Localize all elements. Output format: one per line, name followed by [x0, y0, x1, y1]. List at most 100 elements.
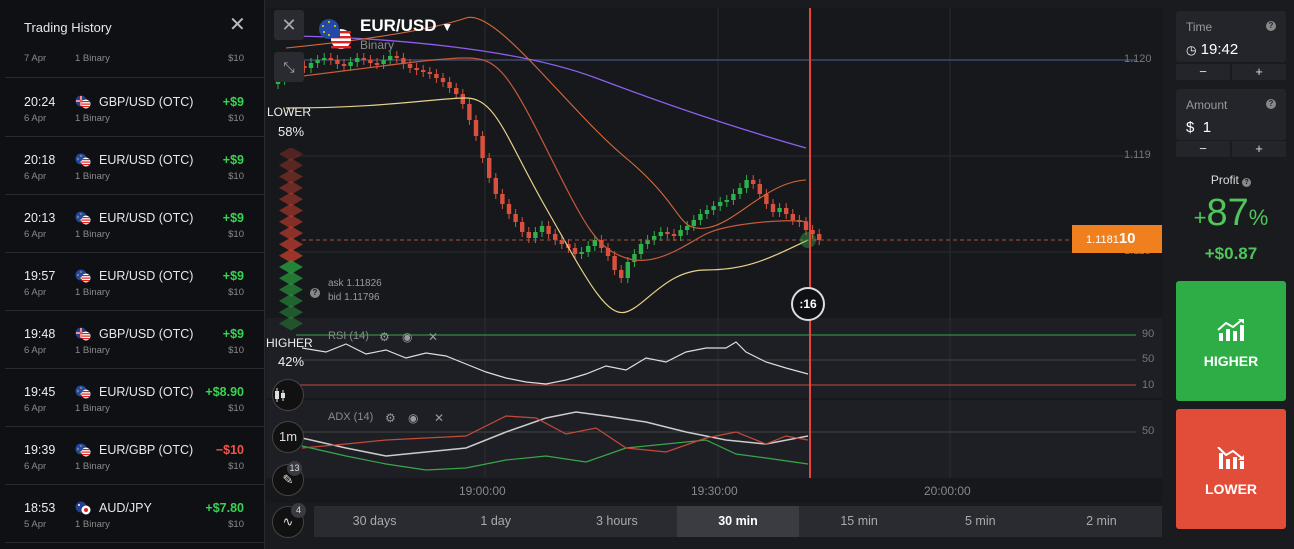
amount-increase-button[interactable]: +	[1232, 141, 1286, 157]
candle-body	[698, 214, 703, 220]
history-row[interactable]: 20:13 6 Apr EUR/USD (OTC) 1 Binary +$9 $10	[5, 195, 264, 253]
uk-us-flag-icon	[75, 327, 91, 341]
time-decrease-button[interactable]: −	[1176, 64, 1230, 80]
trade-result: +$9	[222, 211, 244, 225]
candle-body	[421, 70, 426, 72]
period-option[interactable]: 1 day	[480, 514, 511, 528]
history-row[interactable]: 20:18 6 Apr EUR/USD (OTC) 1 Binary +$9 $10	[5, 137, 264, 195]
candle-body	[605, 248, 611, 256]
rsi-settings-icon[interactable]: ⚙	[379, 330, 390, 344]
history-row[interactable]: 19:45 6 Apr EUR/USD (OTC) 1 Binary +$8.90 $10	[5, 369, 264, 427]
candle-body	[803, 222, 809, 230]
trend-up-icon	[1217, 319, 1244, 341]
candle-body	[652, 236, 657, 240]
time-value[interactable]: ◷ 19:42	[1186, 41, 1239, 58]
eu-us-flag-icon	[75, 443, 91, 457]
candle-body	[632, 254, 637, 262]
higher-button[interactable]: HIGHER	[1176, 281, 1286, 401]
candle-body	[454, 88, 459, 94]
trade-result: +$8.90	[205, 385, 244, 399]
chevron-down-icon: ▼	[441, 20, 454, 34]
rsi-visibility-icon[interactable]: ◉	[402, 330, 413, 344]
trade-date: 6 Apr	[24, 171, 47, 182]
candle-body	[764, 194, 769, 204]
help-icon[interactable]: ?	[1242, 178, 1252, 187]
trade-type: 1 Binary	[75, 113, 110, 124]
current-price-tag: 1.118110	[1072, 225, 1162, 253]
candle-body	[487, 158, 492, 178]
timeframe-button[interactable]: 1m	[272, 421, 304, 453]
sentiment-segment	[279, 282, 303, 297]
trade-date: 6 Apr	[24, 345, 47, 356]
help-icon[interactable]: ?	[1266, 21, 1276, 31]
history-row[interactable]: 19:57 6 Apr EUR/USD (OTC) 1 Binary +$9 $10	[5, 253, 264, 311]
amount-stepper: − +	[1176, 141, 1286, 157]
chart-type-button[interactable]	[272, 379, 304, 411]
trade-pair: EUR/USD (OTC)	[99, 211, 194, 225]
rsi-line	[301, 341, 809, 385]
candle-body	[737, 188, 743, 194]
candle-body	[612, 256, 617, 270]
candle-body	[658, 232, 663, 236]
time-field[interactable]: Time ? ◷ 19:42	[1176, 11, 1286, 62]
candle-body	[467, 104, 472, 120]
candle-body	[473, 120, 479, 136]
drawings-count-badge: 13	[287, 461, 302, 476]
amount-decrease-button[interactable]: −	[1176, 141, 1230, 157]
candle-body	[434, 74, 439, 78]
rsi-remove-icon[interactable]: ✕	[428, 330, 439, 344]
time-axis-label: 20:00:00	[924, 484, 971, 498]
amount-value[interactable]: $ 1	[1186, 119, 1212, 136]
band-lower-line	[285, 97, 809, 314]
indicators-count-badge: 4	[291, 503, 306, 518]
period-option[interactable]: 30 days	[352, 514, 397, 528]
candle-body	[724, 200, 729, 202]
price-chart[interactable]: ✕ ⤡ EUR/USD ▼ Binary LOWER 58% HIGHER 42…	[266, 8, 1162, 538]
history-row[interactable]: 7 Apr 1 Binary $10	[5, 48, 264, 78]
trade-investment: $10	[228, 345, 244, 356]
time-increase-button[interactable]: +	[1232, 64, 1286, 80]
period-option[interactable]: 5 min	[964, 514, 996, 528]
indicators-button[interactable]: ∿	[272, 506, 304, 538]
close-icon[interactable]: ✕	[229, 14, 246, 36]
trade-investment: $10	[228, 113, 244, 124]
help-icon[interactable]: ?	[1266, 99, 1276, 109]
trade-time: 19:39	[24, 443, 56, 457]
adx-remove-icon[interactable]: ✕	[434, 411, 445, 425]
candle-body	[731, 194, 736, 200]
period-option[interactable]: 2 min	[1086, 514, 1117, 528]
history-title: Trading History	[24, 20, 112, 35]
history-row[interactable]: 19:39 6 Apr EUR/GBP (OTC) 1 Binary −$10 $10	[5, 427, 264, 485]
collapse-icon[interactable]: ⤡	[274, 52, 304, 82]
candle-body	[751, 180, 756, 184]
pencil-icon: ✎	[282, 472, 294, 487]
history-row[interactable]: 18:53 5 Apr AUD/JPY 1 Binary +$7.80 $10	[5, 485, 264, 543]
history-row[interactable]: 19:48 6 Apr GBP/USD (OTC) 1 Binary +$9 $10	[5, 311, 264, 369]
candle-body	[790, 214, 795, 220]
candle-body	[355, 58, 360, 62]
trade-type: 1 Binary	[75, 287, 110, 298]
period-option[interactable]: 15 min	[840, 514, 878, 528]
candle-body	[368, 60, 373, 63]
lower-button-label: LOWER	[1204, 481, 1258, 497]
help-icon[interactable]: ?	[310, 288, 320, 298]
history-row[interactable]: 20:24 6 Apr GBP/USD (OTC) 1 Binary +$9 $10	[5, 79, 264, 137]
trade-pair: GBP/USD (OTC)	[99, 95, 194, 109]
close-chart-icon[interactable]: ✕	[274, 10, 304, 40]
candle-body	[374, 63, 380, 65]
lower-button[interactable]: LOWER	[1176, 409, 1286, 529]
period-option[interactable]: 30 min	[677, 506, 799, 537]
trade-type: 1 Binary	[75, 53, 110, 64]
price-prefix: 1.1181	[1086, 234, 1119, 246]
amount-field[interactable]: Amount ? $ 1	[1176, 89, 1286, 140]
adx-visibility-icon[interactable]: ◉	[408, 411, 419, 425]
candle-body	[315, 60, 320, 63]
trade-pair: EUR/USD (OTC)	[99, 269, 194, 283]
time-label: Time	[1186, 20, 1213, 34]
period-option[interactable]: 3 hours	[596, 514, 638, 528]
asset-name[interactable]: EUR/USD ▼	[360, 16, 454, 35]
trade-time: 18:53	[24, 501, 56, 515]
adx-settings-icon[interactable]: ⚙	[385, 411, 396, 425]
chart-canvas[interactable]	[266, 8, 1162, 503]
trade-result: +$7.80	[205, 501, 244, 515]
